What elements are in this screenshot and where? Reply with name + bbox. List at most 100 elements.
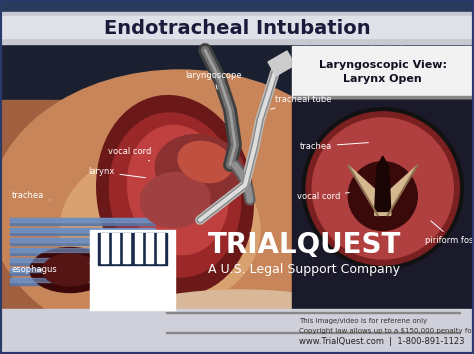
Text: TrialEx Copyright.: TrialEx Copyright. xyxy=(275,67,343,75)
Circle shape xyxy=(302,108,464,269)
Bar xyxy=(135,233,142,263)
Text: TrialEx Copyright.: TrialEx Copyright. xyxy=(465,23,474,32)
Text: TrialEx Copyright.: TrialEx Copyright. xyxy=(0,177,57,185)
Bar xyxy=(90,230,175,310)
Text: tracheal tube: tracheal tube xyxy=(271,96,331,109)
Ellipse shape xyxy=(60,150,260,310)
Circle shape xyxy=(306,112,459,265)
Bar xyxy=(166,332,460,333)
Text: TrialEx Copyright.: TrialEx Copyright. xyxy=(275,88,343,97)
Text: TrialEx Copyright.: TrialEx Copyright. xyxy=(85,23,153,32)
Text: TrialEx Copyright.: TrialEx Copyright. xyxy=(180,110,247,120)
Ellipse shape xyxy=(97,96,253,295)
Circle shape xyxy=(348,162,417,230)
Text: TrialEx Copyright.: TrialEx Copyright. xyxy=(85,45,153,53)
Ellipse shape xyxy=(95,278,175,332)
Bar xyxy=(101,233,108,263)
Text: A U.S. Legal Support Company: A U.S. Legal Support Company xyxy=(208,263,400,276)
Text: TrialEx Copyright.: TrialEx Copyright. xyxy=(370,45,438,53)
Text: TrialEx Copyright.: TrialEx Copyright. xyxy=(370,110,438,120)
Text: TrialEx Copyright.: TrialEx Copyright. xyxy=(370,0,438,10)
Text: TrialEx Copyright.: TrialEx Copyright. xyxy=(0,0,57,10)
Polygon shape xyxy=(375,165,417,215)
Text: TRIALQUEST: TRIALQUEST xyxy=(208,231,401,259)
Text: TrialEx Copyright.: TrialEx Copyright. xyxy=(465,308,474,318)
Text: TrialEx Copyright.: TrialEx Copyright. xyxy=(465,221,474,229)
Text: TrialEx Copyright.: TrialEx Copyright. xyxy=(180,264,247,274)
Text: TrialEx Copyright.: TrialEx Copyright. xyxy=(370,177,438,185)
Ellipse shape xyxy=(100,282,140,308)
Text: TrialEx Copyright.: TrialEx Copyright. xyxy=(180,221,247,229)
Bar xyxy=(10,258,155,265)
Ellipse shape xyxy=(43,254,98,286)
Text: TrialEx Copyright.: TrialEx Copyright. xyxy=(180,331,247,339)
Bar xyxy=(166,312,460,313)
Text: TrialEx Copyright.: TrialEx Copyright. xyxy=(0,154,57,164)
Text: TrialEx Copyright.: TrialEx Copyright. xyxy=(275,177,343,185)
Bar xyxy=(157,233,164,263)
Text: trachea: trachea xyxy=(300,142,368,151)
Text: TrialEx Copyright.: TrialEx Copyright. xyxy=(275,264,343,274)
Text: TrialEx Copyright.: TrialEx Copyright. xyxy=(0,308,57,318)
Circle shape xyxy=(312,118,453,259)
Bar xyxy=(0,16,474,38)
Text: Copyright law allows up to a $150,000 penalty for unauthorized use: Copyright law allows up to a $150,000 pe… xyxy=(299,328,474,334)
Text: laryngoscope: laryngoscope xyxy=(185,70,242,89)
Text: TrialEx Copyright.: TrialEx Copyright. xyxy=(465,0,474,10)
Text: www.TrialQuest.com  |  1-800-891-1123: www.TrialQuest.com | 1-800-891-1123 xyxy=(299,337,464,346)
Text: TrialEx Copyright.: TrialEx Copyright. xyxy=(85,132,153,142)
Bar xyxy=(0,12,474,44)
Bar xyxy=(146,233,153,263)
Ellipse shape xyxy=(109,113,241,277)
Ellipse shape xyxy=(155,135,245,205)
Text: TrialEx Copyright.: TrialEx Copyright. xyxy=(370,286,438,296)
Text: TrialEx Copyright.: TrialEx Copyright. xyxy=(275,45,343,53)
Text: vocal cord: vocal cord xyxy=(297,192,349,201)
Text: TrialEx Copyright.: TrialEx Copyright. xyxy=(85,308,153,318)
Text: This image/video is for referene only: This image/video is for referene only xyxy=(299,318,427,324)
Text: TrialEx Copyright.: TrialEx Copyright. xyxy=(180,67,247,75)
Text: TrialEx Copyright.: TrialEx Copyright. xyxy=(180,88,247,97)
Text: TrialEx Copyright.: TrialEx Copyright. xyxy=(0,221,57,229)
Text: piriform fossa: piriform fossa xyxy=(425,221,474,245)
Bar xyxy=(10,228,155,232)
Text: TrialEx Copyright.: TrialEx Copyright. xyxy=(370,331,438,339)
Text: TrialEx Copyright.: TrialEx Copyright. xyxy=(275,23,343,32)
Bar xyxy=(10,218,155,225)
Text: TrialEx Copyright.: TrialEx Copyright. xyxy=(465,177,474,185)
Polygon shape xyxy=(348,165,391,215)
Text: TrialEx Copyright.: TrialEx Copyright. xyxy=(465,199,474,207)
Ellipse shape xyxy=(100,290,380,354)
Text: TrialEx Copyright.: TrialEx Copyright. xyxy=(370,242,438,251)
Bar xyxy=(123,233,130,263)
Text: TrialEx Copyright.: TrialEx Copyright. xyxy=(275,308,343,318)
Bar xyxy=(10,268,155,272)
Text: TrialEx Copyright.: TrialEx Copyright. xyxy=(465,331,474,339)
Text: TrialEx Copyright.: TrialEx Copyright. xyxy=(370,308,438,318)
Text: esophagus: esophagus xyxy=(12,266,58,274)
Text: TrialEx Copyright.: TrialEx Copyright. xyxy=(465,132,474,142)
Text: TrialEx Copyright.: TrialEx Copyright. xyxy=(180,132,247,142)
Bar xyxy=(292,46,474,313)
Text: TrialEx Copyright.: TrialEx Copyright. xyxy=(180,45,247,53)
Text: TrialEx Copyright.: TrialEx Copyright. xyxy=(370,132,438,142)
Bar xyxy=(10,248,155,252)
Text: TrialEx Copyright.: TrialEx Copyright. xyxy=(85,67,153,75)
Text: TrialEx Copyright.: TrialEx Copyright. xyxy=(180,0,247,10)
Text: TrialEx Copyright.: TrialEx Copyright. xyxy=(85,199,153,207)
Text: TrialEx Copyright.: TrialEx Copyright. xyxy=(0,45,57,53)
Polygon shape xyxy=(90,263,175,310)
Bar xyxy=(112,233,119,263)
Text: TrialEx Copyright.: TrialEx Copyright. xyxy=(85,242,153,251)
Text: TrialEx Copyright.: TrialEx Copyright. xyxy=(275,154,343,164)
Text: TrialEx Copyright.: TrialEx Copyright. xyxy=(85,221,153,229)
Bar xyxy=(10,258,155,262)
Ellipse shape xyxy=(0,70,370,350)
Text: TrialEx Copyright.: TrialEx Copyright. xyxy=(0,132,57,142)
Text: TrialEx Copyright.: TrialEx Copyright. xyxy=(180,242,247,251)
Text: TrialEx Copyright.: TrialEx Copyright. xyxy=(275,132,343,142)
Text: TrialEx Copyright.: TrialEx Copyright. xyxy=(370,67,438,75)
Text: TrialEx Copyright.: TrialEx Copyright. xyxy=(85,264,153,274)
Bar xyxy=(10,268,155,275)
Text: TrialEx Copyright.: TrialEx Copyright. xyxy=(0,264,57,274)
